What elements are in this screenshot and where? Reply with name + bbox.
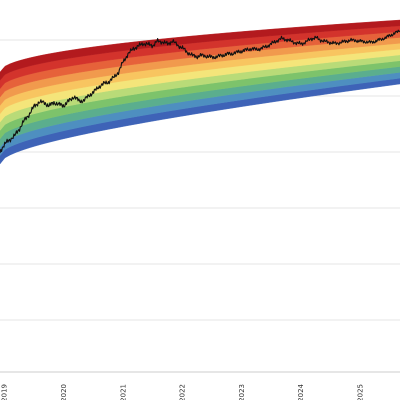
x-tick-label: 2025 <box>356 384 364 400</box>
x-tick-label: 2023 <box>238 384 246 400</box>
price-line <box>0 29 400 154</box>
x-tick-label: 2024 <box>297 383 305 400</box>
x-tick-label: 2021 <box>119 384 127 400</box>
rainbow-bands <box>0 19 400 165</box>
price-series <box>0 29 400 154</box>
x-tick-label: 2019 <box>1 384 9 400</box>
x-axis: 2019 2020 2021 2022 2023 2024 2025 <box>0 371 400 400</box>
x-tick-label: 2022 <box>179 384 187 400</box>
x-tick-label: 2020 <box>60 384 68 400</box>
